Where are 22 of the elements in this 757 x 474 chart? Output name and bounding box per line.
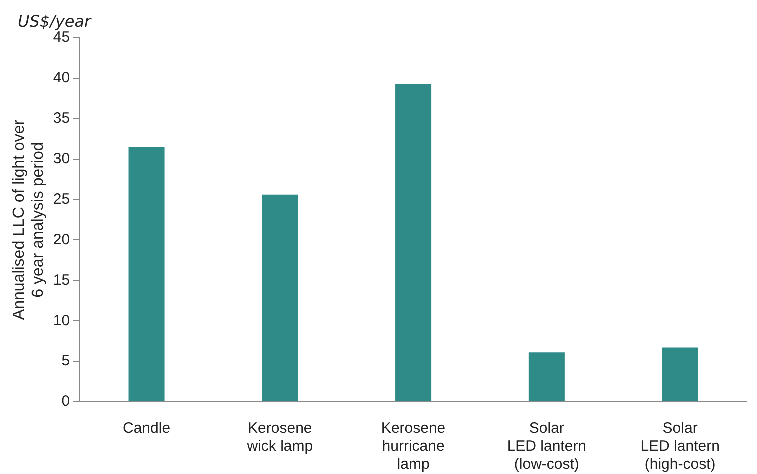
x-tick-label: Solar LED lantern (low-cost)	[507, 420, 587, 474]
bar	[528, 352, 565, 402]
y-tick-label: 20	[53, 231, 70, 248]
bar	[262, 194, 298, 402]
y-tick-label: 40	[53, 70, 70, 87]
y-tick-label: 25	[53, 190, 70, 208]
bar	[128, 147, 165, 402]
x-tick-label: Solar LED lantern (high-cost)	[640, 420, 720, 474]
text: US$/year	[18, 12, 92, 31]
x-tick-label: Candle	[123, 420, 171, 438]
y-tick-label: 5	[62, 352, 70, 370]
y-tick-label: 0	[62, 393, 70, 410]
y-tick-label: 15	[53, 272, 70, 289]
y-tick-label: 35	[53, 110, 70, 128]
x-tick-label: Kerosene hurricane lamp	[381, 420, 446, 474]
y-axis-title: Annualised LLC of light over 6 year analysis period	[11, 119, 48, 320]
y-tick-label: 10	[53, 312, 70, 330]
y-tick-label: 30	[53, 150, 70, 168]
bar	[662, 348, 698, 402]
x-tick-label: Kerosene wick lamp	[246, 420, 314, 456]
bar	[396, 84, 432, 402]
y-tick-label: 45	[53, 29, 70, 46]
